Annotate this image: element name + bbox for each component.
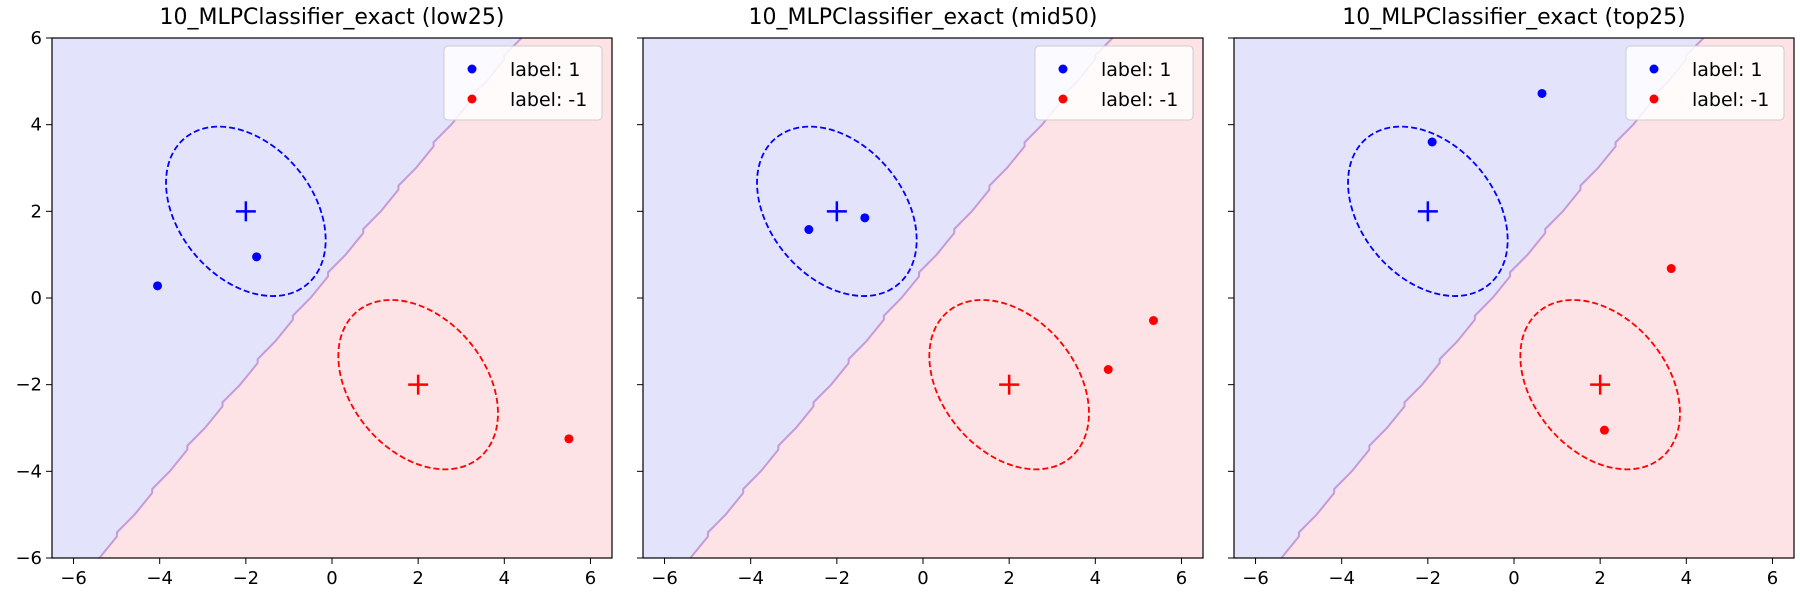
covariance-ellipse-2 xyxy=(928,299,1090,471)
legend-marker xyxy=(467,94,477,104)
x-tick-label: −6 xyxy=(651,568,678,589)
x-tick-label: 2 xyxy=(1594,568,1605,589)
legend-marker xyxy=(467,64,477,74)
y-tick-label: 6 xyxy=(31,28,42,49)
data-point xyxy=(1148,316,1158,326)
y-tick-label: 2 xyxy=(31,201,42,222)
legend-label: label: -1 xyxy=(1101,89,1178,111)
data-point xyxy=(804,225,814,235)
x-tick-label: −6 xyxy=(1242,568,1269,589)
data-point xyxy=(860,213,870,223)
covariance-ellipse-2 xyxy=(1519,299,1681,471)
legend-box xyxy=(443,45,603,121)
y-tick-label: 4 xyxy=(31,115,42,136)
x-tick-label: 0 xyxy=(1508,568,1519,589)
data-point xyxy=(153,281,163,291)
data-point xyxy=(1427,137,1437,147)
legend: label: 1 label: -1 xyxy=(1034,45,1194,121)
legend-label: label: -1 xyxy=(1692,89,1769,111)
x-tick-label: −4 xyxy=(146,568,173,589)
x-tick-label: 0 xyxy=(326,568,337,589)
decision-boundary xyxy=(98,38,523,558)
data-point xyxy=(252,252,262,262)
x-tick-label: 4 xyxy=(499,568,510,589)
y-tick-label: −6 xyxy=(15,548,42,569)
x-tick-label: 0 xyxy=(917,568,928,589)
y-tick-label: −4 xyxy=(15,461,42,482)
legend-box xyxy=(1034,45,1194,121)
covariance-ellipse-1 xyxy=(1347,125,1509,297)
data-point xyxy=(1537,88,1547,98)
x-tick-label: −2 xyxy=(824,568,851,589)
plot-area xyxy=(1234,38,1794,558)
x-tick-label: 6 xyxy=(585,568,596,589)
x-tick-label: −2 xyxy=(1415,568,1442,589)
x-tick-label: −6 xyxy=(60,568,87,589)
legend-marker xyxy=(1649,64,1659,74)
decision-boundary xyxy=(689,38,1114,558)
y-tick-label: −2 xyxy=(15,375,42,396)
region-label-pos xyxy=(52,38,522,558)
legend-label: label: 1 xyxy=(510,59,580,81)
class-center-1 xyxy=(1417,201,1438,222)
class-center-1 xyxy=(826,201,847,222)
plot-area xyxy=(52,38,612,558)
legend-box xyxy=(1625,45,1785,121)
legend-label: label: -1 xyxy=(510,89,587,111)
x-tick-label: 4 xyxy=(1681,568,1692,589)
legend: label: 1 label: -1 xyxy=(1625,45,1785,121)
legend-label: label: 1 xyxy=(1101,59,1171,81)
x-tick-label: 6 xyxy=(1176,568,1187,589)
x-tick-label: 2 xyxy=(1003,568,1014,589)
data-point xyxy=(1666,264,1676,274)
chart-title: 10_MLPClassifier_exact (low25) xyxy=(159,5,504,30)
chart-title: 10_MLPClassifier_exact (mid50) xyxy=(749,5,1098,30)
panel-3: −6 −4 −2 0 2 4 6 10_MLPClassifier_exact (top25)… xyxy=(1228,5,1795,589)
legend: label: 1 label: -1 xyxy=(443,45,603,121)
class-center-2 xyxy=(408,374,429,395)
covariance-ellipse-1 xyxy=(165,125,327,297)
legend-marker xyxy=(1649,94,1659,104)
legend-marker xyxy=(1058,94,1068,104)
class-center-1 xyxy=(235,201,256,222)
legend-label: label: 1 xyxy=(1692,59,1762,81)
panel-2: −6 −4 −2 0 2 4 6 10_MLPClassifier_exact (mid50)… xyxy=(637,5,1204,589)
data-point xyxy=(1103,365,1113,374)
class-center-2 xyxy=(1590,374,1611,395)
y-tick-label: 0 xyxy=(31,288,42,309)
data-point xyxy=(564,434,574,444)
decision-boundary xyxy=(1280,38,1705,558)
panel-1: −6 −4 −2 0 2 4 6 −6 −4 −2 0 2 4 6 10_MLPClassifier_exa… xyxy=(15,5,613,589)
x-tick-label: 6 xyxy=(1767,568,1778,589)
region-label-pos xyxy=(643,38,1113,558)
x-tick-label: 2 xyxy=(412,568,423,589)
x-tick-label: 4 xyxy=(1090,568,1101,589)
x-tick-label: −2 xyxy=(233,568,260,589)
x-tick-label: −4 xyxy=(1328,568,1355,589)
legend-marker xyxy=(1058,64,1068,74)
data-point xyxy=(1599,425,1609,435)
region-label-pos xyxy=(1234,38,1704,558)
class-center-2 xyxy=(999,374,1020,395)
chart-title: 10_MLPClassifier_exact (top25) xyxy=(1342,5,1686,30)
plot-area xyxy=(643,38,1203,558)
x-tick-label: −4 xyxy=(737,568,764,589)
